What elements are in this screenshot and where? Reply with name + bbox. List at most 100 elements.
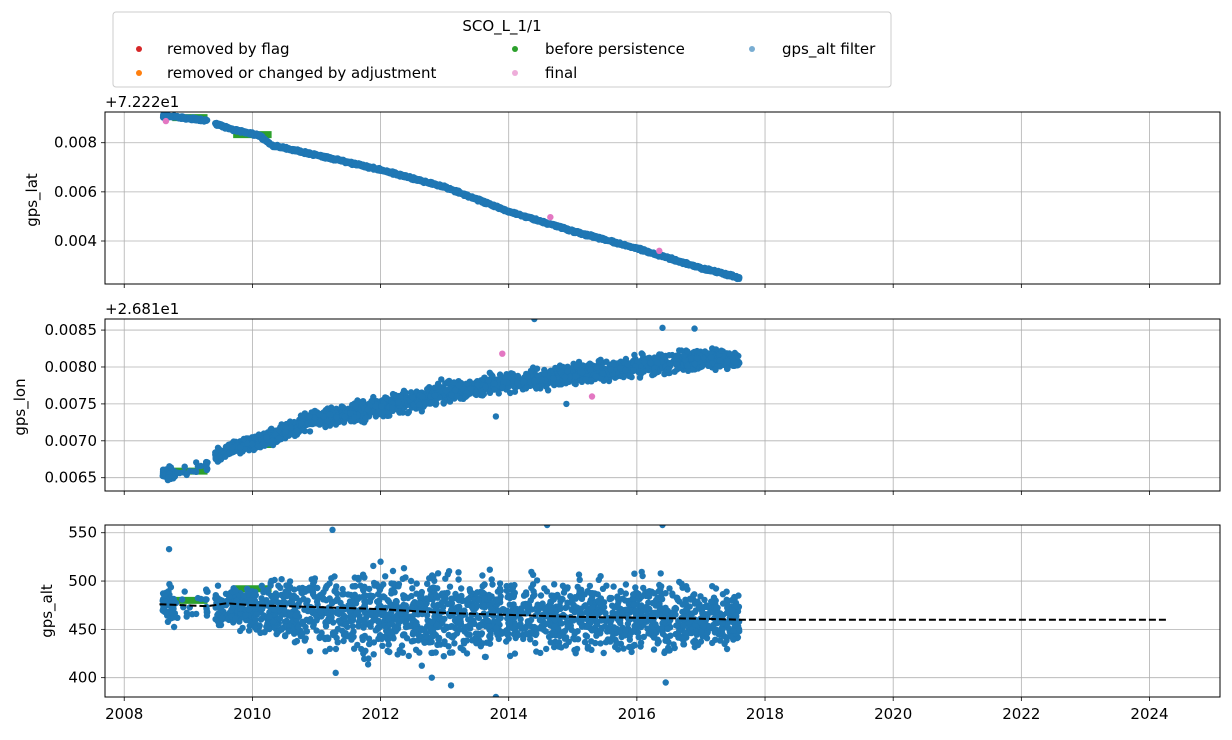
series-gps-alt-filter-point	[605, 237, 611, 243]
series-gps-alt-filter-point	[455, 569, 461, 575]
series-gps-alt-filter-point	[370, 165, 376, 171]
series-gps-alt-filter-point	[304, 151, 310, 157]
series-gps-alt-filter-point	[334, 414, 340, 420]
series-gps-alt-filter-point	[587, 367, 593, 373]
series-gps-alt-filter-point	[365, 406, 371, 412]
series-gps-alt-filter-point	[332, 156, 338, 162]
series-gps-alt-filter-point	[424, 386, 430, 392]
x-tick-label: 2014	[490, 705, 528, 723]
series-gps-alt-filter-point	[523, 385, 529, 391]
series-gps-alt-filter-point	[712, 367, 718, 373]
series-gps-alt-filter-point	[389, 168, 395, 174]
series-gps-alt-filter-point	[281, 145, 287, 151]
series-final-point	[589, 393, 595, 399]
series-gps-alt-filter-point	[534, 366, 540, 372]
series-gps-alt-filter-outlier	[659, 325, 665, 331]
legend-label-final: final	[545, 64, 577, 82]
series-gps-alt-filter-point	[565, 226, 571, 232]
series-gps-alt-filter-point	[483, 654, 489, 660]
series-gps-alt-filter-point	[443, 388, 449, 394]
series-gps-alt-filter-point	[487, 370, 493, 376]
series-gps-alt-filter-point	[681, 353, 687, 359]
series-gps-alt-filter-point	[190, 468, 196, 474]
series-gps-alt-filter-point	[452, 188, 458, 194]
series-gps-alt-filter-point	[572, 373, 578, 379]
series-gps-alt-filter-point	[593, 373, 599, 379]
series-gps-alt-filter-point	[408, 176, 414, 182]
series-gps-alt-filter-point	[520, 379, 526, 385]
series-gps-alt-filter-point	[458, 191, 464, 197]
series-gps-alt-filter-point	[505, 208, 511, 214]
series-gps-alt-filter-point	[309, 420, 315, 426]
x-tick-label: 2018	[746, 705, 784, 723]
series-gps-alt-filter-point	[524, 373, 530, 379]
series-gps-alt-filter-point	[652, 370, 658, 376]
series-gps-alt-filter-point	[648, 360, 654, 366]
x-tick-label: 2008	[105, 705, 143, 723]
series-gps-alt-filter-point	[514, 380, 520, 386]
series-gps-alt-filter-point	[456, 383, 462, 389]
series-gps-alt-filter-point	[670, 257, 676, 263]
y-tick-label: 0.004	[54, 232, 97, 250]
series-gps-alt-filter-point	[655, 360, 661, 366]
series-gps-alt-filter-point	[401, 174, 407, 180]
series-gps-alt-filter-point	[462, 394, 468, 400]
plot-layer: 0.0040.0060.0080.00650.00700.00750.00800…	[45, 112, 1221, 723]
series-gps-alt-filter-point	[379, 643, 385, 649]
series-gps-alt-filter-point	[203, 465, 209, 471]
series-gps-alt-filter-point	[306, 413, 312, 419]
series-gps-alt-filter-point	[596, 358, 602, 364]
y-tick-label: 550	[68, 524, 97, 542]
legend-marker-removed-by-flag	[136, 46, 142, 52]
series-gps-alt-filter-point	[238, 127, 244, 133]
series-final-point	[163, 118, 169, 124]
series-gps-alt-filter-point	[203, 459, 209, 465]
series-gps-alt-filter-point	[432, 392, 438, 398]
series-gps-alt-filter-point	[179, 596, 185, 602]
series-gps-alt-filter-point	[684, 363, 690, 369]
series-gps-alt-filter-point	[321, 413, 327, 419]
series-gps-alt-filter-point	[724, 366, 730, 372]
legend-label-before-persistence: before persistence	[545, 40, 685, 58]
series-gps-alt-filter-point	[341, 419, 347, 425]
panel-1-offset-label: +7.222e1	[105, 93, 179, 111]
series-gps-alt-filter-point	[485, 377, 491, 383]
y-tick-label: 0.006	[54, 183, 97, 201]
series-gps-alt-filter-point	[324, 405, 330, 411]
series-gps-alt-filter-point	[378, 403, 384, 409]
series-gps-alt-filter-point	[389, 404, 395, 410]
series-gps-alt-filter-point	[583, 376, 589, 382]
series-gps-alt-filter-point	[534, 385, 540, 391]
legend: SCO_L_1/1 removed by flag removed or cha…	[113, 12, 891, 87]
series-gps-alt-filter-point	[419, 177, 425, 183]
series-gps-alt-filter-point	[213, 122, 219, 128]
series-gps-alt-filter-point	[326, 154, 332, 160]
y-tick-label: 0.0075	[45, 395, 98, 413]
series-gps-alt-filter-point	[702, 348, 708, 354]
legend-marker-gps-alt-filter	[749, 46, 755, 52]
series-gps-alt-filter-point	[479, 572, 485, 578]
series-gps-alt-filter-point	[256, 431, 262, 437]
series-gps-alt-filter-point	[562, 374, 568, 380]
y-tick-label: 500	[68, 572, 97, 590]
series-gps-alt-filter-point	[731, 358, 737, 364]
series-gps-alt-filter-point	[182, 464, 188, 470]
series-gps-alt-filter-point	[660, 353, 666, 359]
panel-2-offset-label: +2.681e1	[105, 300, 179, 318]
series-gps-alt-filter-point	[317, 419, 323, 425]
series-gps-alt-filter-point	[327, 411, 333, 417]
y-tick-label: 0.008	[54, 134, 97, 152]
series-gps-alt-filter-point	[658, 570, 664, 576]
series-gps-alt-filter-point	[352, 403, 358, 409]
x-tick-label: 2016	[618, 705, 656, 723]
series-gps-alt-filter-point	[538, 592, 544, 598]
series-gps-alt-filter-point	[294, 428, 300, 434]
series-gps-alt-filter-point	[373, 403, 379, 409]
series-gps-alt-filter-point	[363, 415, 369, 421]
series-gps-alt-filter-outlier	[493, 413, 499, 419]
series-gps-alt-filter-point	[641, 359, 647, 365]
panel-2-ylabel: gps_lon	[11, 378, 30, 435]
panel-3-data	[160, 522, 1169, 700]
series-gps-alt-filter-point	[222, 454, 228, 460]
series-gps-alt-filter-point	[694, 355, 700, 361]
